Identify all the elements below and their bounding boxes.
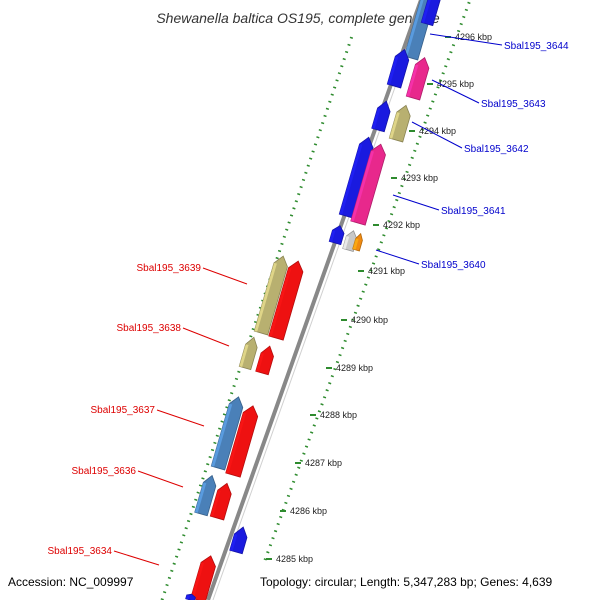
topology-text: Topology: circular; Length: 5,347,283 bp… <box>260 575 553 589</box>
reverse-gene-label[interactable]: Sbal195_3639 <box>136 263 201 274</box>
kbp-ticks: 4296 kbp 4295 kbp 4294 kbp 4293 kbp 4292 kbp… <box>266 32 492 564</box>
gene-arrow-highlight <box>210 490 221 517</box>
kbp-tick-label: 4286 kbp <box>290 506 327 516</box>
reverse-label-leader <box>113 550 160 566</box>
gene-arrow[interactable] <box>386 48 410 89</box>
kbp-tick-label: 4288 kbp <box>320 410 357 420</box>
kbp-tick-label: 4290 kbp <box>351 315 388 325</box>
gene-arrow-highlight <box>421 0 431 24</box>
gene-arrow-highlight <box>268 267 292 337</box>
forward-label-leader <box>429 33 503 46</box>
forward-gene-label[interactable]: Sbal195_3644 <box>504 41 569 52</box>
kbp-tick-label: 4296 kbp <box>455 32 492 42</box>
gene-arrow-highlight <box>255 352 264 373</box>
gene-arrow[interactable] <box>338 136 374 219</box>
reverse-gene-label[interactable]: Sbal195_3634 <box>47 546 112 557</box>
reverse-gene-label[interactable]: Sbal195_3638 <box>116 323 181 334</box>
kbp-tick-label: 4293 kbp <box>401 173 438 183</box>
reverse-label-leader <box>182 327 230 347</box>
reverse-gene-label[interactable]: Sbal195_3637 <box>90 405 155 416</box>
kbp-tick-label: 4295 kbp <box>437 79 474 89</box>
gene-arrow-highlight <box>225 412 247 474</box>
gene-arrow-highlight <box>389 112 400 139</box>
gene-arrow[interactable] <box>190 555 216 600</box>
backbone-highlight <box>212 0 427 600</box>
gene-arrow-highlight <box>406 64 419 97</box>
gene-arrow-highlight <box>404 0 424 57</box>
gene-arrow[interactable] <box>229 526 248 555</box>
reverse-label-leader <box>202 267 248 285</box>
gene-arrow-highlight <box>239 344 249 368</box>
forward-label-leader <box>431 79 480 104</box>
reverse-label-leader <box>156 409 205 427</box>
forward-gene-label[interactable]: Sbal195_3641 <box>441 206 506 217</box>
gene-arrow-highlight <box>387 56 399 85</box>
kbp-tick-label: 4294 kbp <box>419 126 456 136</box>
kbp-tick-label: 4285 kbp <box>276 554 313 564</box>
gene-arrow-highlight <box>339 143 363 215</box>
gene-arrows <box>185 0 441 600</box>
forward-label-leader <box>375 249 420 265</box>
genome-backbone <box>206 0 427 600</box>
gene-labels: Sbal195_3644 Sbal195_3643 Sbal195_3642 Sbal… <box>47 33 569 566</box>
gene-arrow-highlight <box>254 262 277 332</box>
kbp-tick-label: 4289 kbp <box>336 363 373 373</box>
backbone-line <box>206 0 423 600</box>
gene-arrow-highlight <box>194 482 207 514</box>
forward-label-leader <box>392 194 440 211</box>
gene-arrow-highlight <box>350 150 374 222</box>
gene-arrow-highlight <box>211 403 233 467</box>
gene-arrow-highlight <box>190 562 204 599</box>
gene-arrow-highlight <box>185 595 190 600</box>
gene-arrow-highlight <box>329 230 336 243</box>
forward-label-leader <box>411 121 463 149</box>
forward-gene-label[interactable]: Sbal195_3643 <box>481 99 546 110</box>
kbp-tick-label: 4291 kbp <box>368 266 405 276</box>
gene-arrow-highlight <box>352 238 359 250</box>
gene-arrow-highlight <box>342 235 350 250</box>
gene-arrow-highlight <box>371 108 381 130</box>
accession-text: Accession: NC_009997 <box>8 575 134 589</box>
kbp-tick-label: 4287 kbp <box>305 458 342 468</box>
kbp-tick-label: 4292 kbp <box>383 220 420 230</box>
gene-arrow-highlight <box>229 533 238 552</box>
reverse-gene-label[interactable]: Sbal195_3636 <box>71 466 136 477</box>
genome-title: Shewanella baltica OS195, complete genom… <box>156 10 440 26</box>
forward-gene-label[interactable]: Sbal195_3642 <box>464 144 529 155</box>
reverse-label-leader <box>137 470 184 488</box>
forward-gene-label[interactable]: Sbal195_3640 <box>421 260 486 271</box>
